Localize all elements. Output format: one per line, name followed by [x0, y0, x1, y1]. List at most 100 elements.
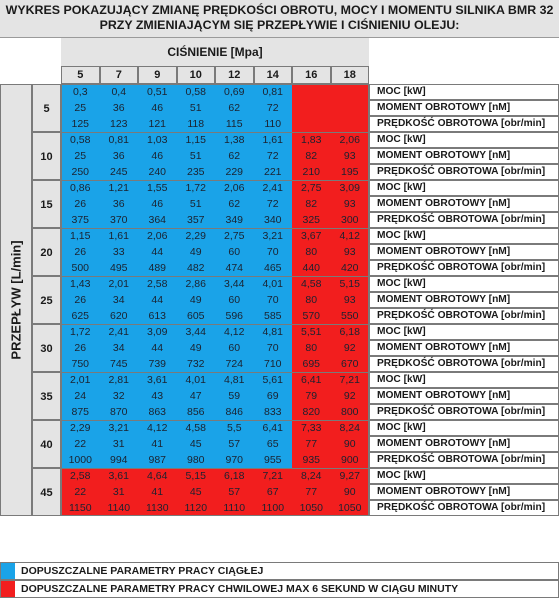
- continuous-zone: [61, 84, 292, 132]
- group-divider: [32, 324, 559, 325]
- torque-value: 49: [189, 294, 202, 306]
- group-divider: [32, 228, 559, 229]
- power-value: 3,21: [108, 422, 129, 434]
- speed-value: 856: [186, 406, 205, 418]
- flow-35: 35: [32, 372, 61, 420]
- power-value: 3,09: [147, 326, 168, 338]
- power-value: 2,06: [224, 182, 245, 194]
- power-value: 9,27: [339, 470, 360, 482]
- power-value: 2,75: [224, 230, 245, 242]
- speed-value: 115: [225, 118, 243, 130]
- power-value: 2,01: [108, 278, 129, 290]
- torque-value: 93: [343, 150, 356, 162]
- flow-label-text: PRZEPŁYW [L/min]: [8, 240, 24, 360]
- torque-value: 34: [112, 342, 125, 354]
- flow-45: 45: [32, 468, 61, 516]
- group-divider: [32, 84, 559, 85]
- torque-value: 31: [112, 438, 125, 450]
- torque-value: 93: [343, 294, 356, 306]
- power-value: 4,01: [185, 374, 206, 386]
- intermittent-zone: [61, 468, 369, 516]
- continuous-zone: [61, 228, 292, 276]
- speed-value: 1130: [145, 502, 169, 514]
- speed-value: [292, 116, 331, 132]
- torque-value: 82: [305, 198, 318, 210]
- power-value: 5,15: [339, 278, 360, 290]
- intermittent-zone: [292, 132, 369, 180]
- row-label-torque: MOMENT OBROTOWY [nM]: [369, 100, 559, 116]
- legend-continuous-text: DOPUSZCZALNE PARAMETRY PRACY CIĄGŁEJ: [21, 565, 264, 577]
- speed-value: 605: [186, 310, 205, 322]
- continuous-zone: [61, 180, 292, 228]
- row-label-torque: MOMENT OBROTOWY [nM]: [369, 244, 559, 260]
- torque-value: 46: [151, 198, 164, 210]
- torque-value: 77: [305, 486, 318, 498]
- row-label-power: MOC [kW]: [369, 228, 559, 244]
- speed-value: 1110: [223, 502, 246, 514]
- power-value: 0,58: [185, 86, 206, 98]
- torque-value: [331, 100, 370, 116]
- blue-swatch: [1, 563, 15, 579]
- power-value: 1,72: [185, 182, 206, 194]
- power-value: 2,41: [108, 326, 129, 338]
- speed-value: 625: [71, 310, 90, 322]
- power-value: 1,15: [70, 230, 91, 242]
- torque-value: 80: [305, 246, 318, 258]
- row-label-power: MOC [kW]: [369, 468, 559, 484]
- torque-value: 46: [151, 150, 164, 162]
- speed-value: 750: [71, 358, 90, 370]
- row-label-power: MOC [kW]: [369, 180, 559, 196]
- speed-value: 870: [109, 406, 128, 418]
- speed-value: [331, 116, 370, 132]
- torque-value: 65: [266, 438, 279, 450]
- power-value: 3,09: [339, 182, 360, 194]
- speed-value: 349: [225, 214, 244, 226]
- row-label-power: MOC [kW]: [369, 276, 559, 292]
- speed-value: 1000: [68, 454, 92, 466]
- power-value: 0,4: [111, 86, 127, 98]
- torque-value: 49: [189, 246, 202, 258]
- torque-value: 49: [189, 342, 202, 354]
- legend-intermittent: DOPUSZCZALNE PARAMETRY PRACY CHWILOWEJ M…: [0, 580, 559, 598]
- pressure-14: 14: [253, 66, 292, 84]
- torque-value: 26: [74, 246, 87, 258]
- torque-value: 90: [343, 486, 356, 498]
- speed-value: 710: [263, 358, 282, 370]
- power-value: 6,18: [224, 470, 245, 482]
- speed-value: 745: [109, 358, 128, 370]
- speed-value: 833: [263, 406, 282, 418]
- speed-value: 1050: [299, 502, 323, 514]
- torque-value: 46: [151, 102, 164, 114]
- row-label-power: MOC [kW]: [369, 372, 559, 388]
- flow-axis-label: PRZEPŁYW [L/min]: [0, 84, 32, 516]
- row-label-speed: PRĘDKOŚĆ OBROTOWA [obr/min]: [369, 500, 559, 516]
- torque-value: [292, 100, 331, 116]
- speed-value: 474: [225, 262, 244, 274]
- title-line-1: WYKRES POKAZUJĄCY ZMIANĘ PRĘDKOŚCI OBROT…: [5, 3, 554, 17]
- speed-value: 420: [340, 262, 359, 274]
- power-value: 1,55: [147, 182, 168, 194]
- speed-value: 240: [148, 166, 167, 178]
- speed-value: 325: [302, 214, 321, 226]
- power-value: 7,21: [262, 470, 283, 482]
- power-value: 4,64: [147, 470, 168, 482]
- legend-continuous: DOPUSZCZALNE PARAMETRY PRACY CIĄGŁEJ: [0, 562, 559, 580]
- speed-value: 500: [71, 262, 90, 274]
- speed-value: 221: [263, 166, 282, 178]
- torque-value: 60: [228, 294, 241, 306]
- speed-value: 235: [186, 166, 205, 178]
- torque-value: 36: [112, 102, 125, 114]
- torque-value: 36: [112, 150, 125, 162]
- power-value: 3,21: [262, 230, 283, 242]
- row-label-speed: PRĘDKOŚĆ OBROTOWA [obr/min]: [369, 116, 559, 132]
- speed-value: 585: [263, 310, 282, 322]
- torque-value: 57: [228, 486, 241, 498]
- row-label-speed: PRĘDKOŚĆ OBROTOWA [obr/min]: [369, 308, 559, 324]
- torque-value: 41: [151, 438, 164, 450]
- flow-25: 25: [32, 276, 61, 324]
- power-value: 2,86: [185, 278, 206, 290]
- speed-value: 596: [225, 310, 244, 322]
- power-value: [292, 84, 331, 100]
- pressure-10: 10: [176, 66, 215, 84]
- torque-value: 72: [266, 150, 279, 162]
